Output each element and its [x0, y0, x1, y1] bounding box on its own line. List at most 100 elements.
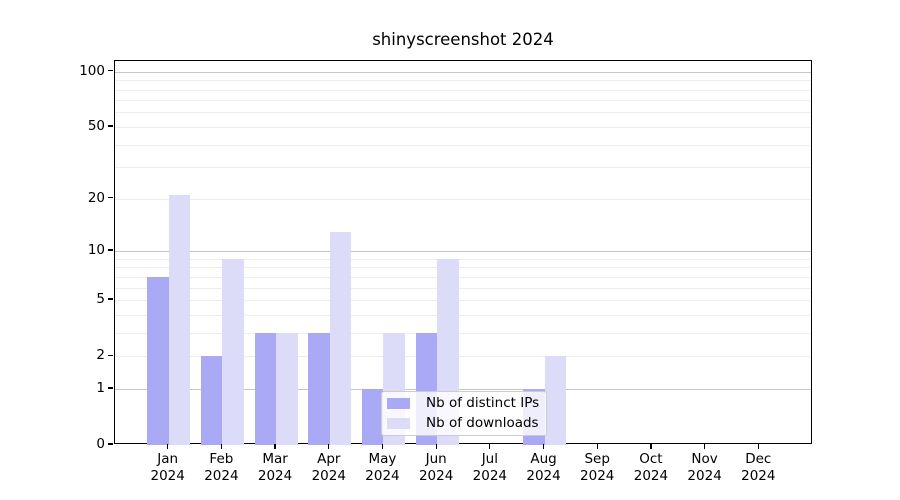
y-tick-label: 5	[96, 291, 105, 308]
x-tick-year: 2024	[741, 468, 776, 484]
chart-title: shinyscreenshot 2024	[372, 30, 554, 49]
y-tick-mark	[108, 387, 113, 389]
x-tick-month: Dec	[745, 451, 772, 467]
x-tick-mark	[328, 444, 330, 449]
x-tick-label-mar: Mar 2024	[258, 451, 292, 485]
x-tick-mark	[274, 444, 276, 449]
bar-distinct-ips-jan	[147, 276, 169, 445]
y-tick-mark	[108, 70, 113, 72]
y-tick-label: 10	[87, 242, 105, 259]
x-tick-month: Jan	[157, 451, 179, 467]
x-tick-month: Aug	[530, 451, 557, 467]
legend-row-downloads: Nb of downloads	[387, 415, 540, 432]
x-tick-label-nov: Nov 2024	[687, 451, 721, 485]
x-tick-mark	[757, 444, 759, 449]
y-tick-label: 100	[79, 62, 105, 79]
gridline-minor	[115, 126, 811, 128]
x-tick-year: 2024	[204, 468, 239, 484]
y-tick-mark	[108, 249, 113, 251]
x-tick-month: Feb	[209, 451, 234, 467]
gridline-minor	[115, 112, 811, 114]
gridline-minor	[115, 332, 811, 334]
gridline-minor	[115, 276, 811, 278]
gridline-minor	[115, 198, 811, 200]
x-tick-month: Mar	[262, 451, 288, 467]
x-tick-label-jan: Jan 2024	[151, 451, 185, 485]
x-tick-year: 2024	[150, 468, 185, 484]
x-tick-month: Sep	[584, 451, 610, 467]
legend-label-distinct-ips: Nb of distinct IPs	[426, 395, 540, 411]
x-tick-mark	[220, 444, 222, 449]
x-tick-month: May	[368, 451, 397, 467]
legend-swatch-downloads	[387, 418, 410, 429]
gridline-minor	[115, 287, 811, 289]
bar-downloads-jan	[168, 194, 191, 445]
bar-distinct-ips-feb	[200, 356, 223, 445]
bar-downloads-feb	[222, 258, 244, 445]
x-tick-label-oct: Oct 2024	[634, 451, 668, 485]
gridline-major	[115, 71, 811, 73]
x-tick-label-sep: Sep 2024	[580, 451, 614, 485]
x-tick-mark	[167, 444, 169, 449]
x-tick-year: 2024	[311, 468, 346, 484]
x-tick-label-jul: Jul 2024	[473, 451, 507, 485]
x-tick-month: Nov	[691, 451, 718, 467]
x-tick-mark	[704, 444, 706, 449]
gridline-minor	[115, 314, 811, 316]
y-tick-label: 2	[96, 347, 105, 364]
x-tick-month: Jul	[481, 451, 498, 467]
gridline-minor	[115, 300, 811, 302]
gridline-minor	[115, 80, 811, 82]
x-tick-year: 2024	[580, 468, 615, 484]
x-tick-label-may: May 2024	[365, 451, 399, 485]
gridline-minor	[115, 167, 811, 169]
y-tick-mark	[108, 298, 113, 300]
y-tick-label: 50	[87, 117, 105, 134]
bar-distinct-ips-may	[361, 388, 384, 445]
x-tick-year: 2024	[526, 468, 561, 484]
y-tick-mark	[108, 443, 113, 445]
gridline-minor	[115, 144, 811, 146]
x-tick-label-feb: Feb 2024	[204, 451, 238, 485]
gridline-minor	[115, 89, 811, 91]
legend-row-distinct-ips: Nb of distinct IPs	[387, 395, 540, 412]
legend-swatch-distinct-ips	[387, 398, 410, 409]
bar-distinct-ips-mar	[254, 332, 277, 445]
gridline-minor	[115, 258, 811, 260]
x-tick-month: Oct	[639, 451, 663, 467]
plot-area	[114, 60, 812, 445]
bar-downloads-apr	[329, 231, 352, 445]
x-tick-mark	[381, 444, 384, 449]
y-tick-mark	[108, 197, 113, 199]
gridline-minor	[115, 267, 811, 269]
gridline-major	[115, 251, 811, 253]
x-tick-year: 2024	[365, 468, 400, 484]
gridline-minor	[115, 356, 811, 358]
legend-label-downloads: Nb of downloads	[426, 415, 539, 431]
x-tick-month: Apr	[317, 451, 341, 467]
y-tick-label: 0	[96, 436, 105, 452]
x-tick-mark	[435, 444, 437, 449]
x-tick-year: 2024	[418, 468, 454, 484]
x-tick-year: 2024	[633, 468, 669, 484]
x-tick-month: Jun	[425, 451, 447, 467]
bar-distinct-ips-apr	[308, 332, 330, 445]
y-tick-mark	[108, 125, 113, 127]
x-tick-mark	[542, 444, 545, 449]
x-tick-mark	[650, 444, 652, 449]
x-tick-mark	[489, 444, 491, 449]
x-tick-mark	[596, 444, 598, 449]
gridline-minor	[115, 100, 811, 102]
legend: Nb of distinct IPs Nb of downloads	[381, 391, 547, 436]
x-tick-year: 2024	[472, 468, 508, 484]
x-tick-label-jun: Jun 2024	[419, 451, 453, 485]
y-tick-label: 20	[87, 189, 105, 206]
gridline-major	[115, 388, 811, 390]
x-tick-label-aug: Aug 2024	[526, 451, 560, 485]
x-tick-label-apr: Apr 2024	[312, 451, 346, 485]
y-tick-mark	[108, 354, 113, 356]
bar-downloads-aug	[544, 356, 566, 445]
y-tick-label: 1	[96, 379, 105, 396]
bar-downloads-mar	[276, 332, 298, 445]
